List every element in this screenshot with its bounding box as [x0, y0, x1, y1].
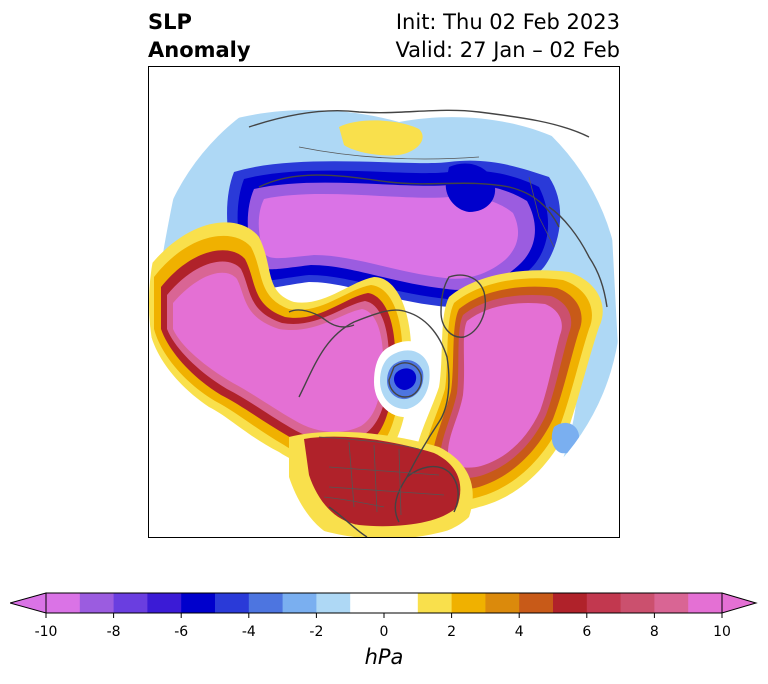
colorbar-tick-label: 10 — [713, 624, 731, 640]
border-us-states-1 — [348, 441, 355, 508]
border-us-states-2 — [373, 444, 378, 513]
colorbar-segment — [215, 593, 250, 613]
colorbar-segments — [46, 593, 723, 613]
colorbar-segment — [147, 593, 182, 613]
title-line-2: Anomaly — [148, 38, 251, 62]
contour-us-red — [304, 436, 461, 527]
colorbar-segment — [113, 593, 148, 613]
contour-arctic-magenta — [258, 194, 519, 279]
border-europe — [528, 176, 555, 248]
contour-siberia-blue — [445, 163, 496, 212]
coast-greenland — [440, 274, 486, 338]
colorbar-segment — [519, 593, 554, 613]
colorbar-segment — [282, 593, 317, 613]
colorbar-tick-label: -6 — [174, 624, 189, 640]
colorbar-tick-label: -8 — [106, 624, 121, 640]
colorbar-tick-label: -2 — [309, 624, 324, 640]
anomaly-field — [149, 110, 619, 537]
border-russia — [298, 146, 480, 160]
coast-hudson — [388, 362, 422, 398]
colorbar-ticks — [45, 613, 723, 618]
contour-hudson-dark-blue — [394, 368, 417, 390]
border-us-mexico — [323, 496, 385, 508]
coast-alaska — [288, 309, 355, 328]
colorbar-segment — [248, 593, 284, 613]
colorbar-unit-label: hPa — [364, 645, 404, 669]
colorbar-tick-label: 4 — [514, 624, 524, 640]
title-line-1: SLP — [148, 10, 192, 34]
colorbar-segment — [620, 593, 655, 613]
colorbar-tick-label: -10 — [34, 624, 58, 640]
colorbar-tick-label: -4 — [241, 624, 256, 640]
colorbar-extend-high — [721, 592, 758, 614]
colorbar-tick-label: 0 — [379, 624, 389, 640]
colorbar-segment — [316, 593, 351, 613]
country-borders — [298, 146, 555, 516]
init-time: Init: Thu 02 Feb 2023 — [395, 10, 620, 34]
border-us-states-3 — [398, 448, 402, 516]
colorbar-segment — [181, 593, 216, 613]
map-subtitle: Init: Thu 02 Feb 2023 Valid: 27 Jan – 02… — [395, 8, 620, 64]
colorbar-segment — [688, 593, 723, 613]
colorbar-tick-label: 8 — [649, 624, 659, 640]
border-us-states-5 — [328, 486, 445, 496]
colorbar-segment — [417, 593, 453, 613]
colorbar-segment — [79, 593, 115, 613]
contour-atlantic-blue-spot — [551, 422, 580, 454]
coast-europe — [548, 206, 608, 308]
colorbar-segment — [350, 593, 419, 613]
contour-atlantic-magenta — [448, 302, 562, 468]
coast-asia — [248, 109, 590, 138]
colorbar-extend-low — [10, 592, 47, 614]
contour-siberia-yellow — [339, 120, 423, 156]
border-us-canada — [318, 436, 420, 450]
colorbar-tick-label: 6 — [582, 624, 592, 640]
valid-range: Valid: 27 Jan – 02 Feb — [395, 38, 620, 62]
map-svg — [149, 67, 619, 537]
colorbar-segment — [553, 593, 588, 613]
colorbar-tick-label: 2 — [447, 624, 457, 640]
colorbar-segment — [485, 593, 520, 613]
coast-mexico — [328, 506, 368, 537]
map-panel — [148, 66, 620, 538]
map-title: SLP Anomaly — [148, 8, 251, 64]
contour-pacific-magenta — [173, 272, 384, 432]
colorbar — [10, 592, 758, 618]
colorbar-segment — [586, 593, 622, 613]
colorbar-segment — [654, 593, 689, 613]
colorbar-segment — [451, 593, 486, 613]
coast-us-east — [406, 465, 459, 513]
colorbar-segment — [46, 593, 81, 613]
border-us-states-4 — [328, 466, 440, 476]
